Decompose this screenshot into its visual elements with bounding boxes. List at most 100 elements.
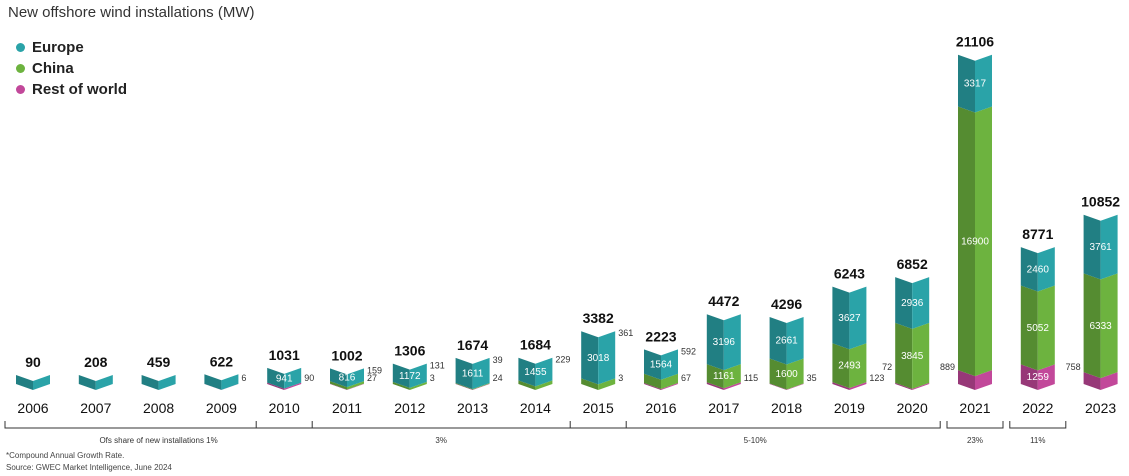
total-label-2009: 622 <box>210 353 234 369</box>
total-label-2011: 1002 <box>331 347 362 363</box>
data-label-china-2013: 39 <box>493 355 503 365</box>
bar-segment-europe-2017-right <box>723 314 741 371</box>
x-tick-label-2016: 2016 <box>645 400 676 416</box>
data-label-europe-2019: 3627 <box>838 313 861 324</box>
share-bracket-1 <box>255 421 627 429</box>
bar-segment-rest-of-world-2021-left <box>958 370 975 390</box>
data-label-europe-2011: 816 <box>339 373 356 384</box>
data-label-europe-2012: 1172 <box>399 371 421 382</box>
bar-segment-europe-2022-left <box>1020 247 1038 292</box>
bar-segment-china-2019-right <box>849 343 867 389</box>
chart-title: New offshore wind installations (MW) <box>8 4 255 21</box>
data-label-china-2017: 1161 <box>713 371 735 382</box>
bar-segment-rest-of-world-2009-left <box>204 383 222 390</box>
data-label-china-2019: 2493 <box>838 361 861 372</box>
bar-segment-rest-of-world-2009-right <box>221 383 239 390</box>
total-label-2023: 10852 <box>1081 194 1120 210</box>
bar-segment-europe-2017-left <box>706 314 724 371</box>
bar-segment-china-2021-right <box>975 106 992 377</box>
bar-segment-rest-of-world-2012-left <box>392 383 410 390</box>
total-label-2017: 4472 <box>708 293 739 309</box>
bar-segment-europe-2013-right <box>472 357 490 390</box>
share-label-2: 5-10% <box>744 436 767 445</box>
total-label-2008: 459 <box>147 354 171 370</box>
bar-segment-europe-2010-right <box>284 367 302 389</box>
bar-segment-europe-2009-right <box>221 374 239 390</box>
total-label-2013: 1674 <box>457 337 488 353</box>
data-label-china-2021: 16900 <box>961 236 989 247</box>
legend-swatch-europe <box>16 43 25 52</box>
legend-swatch-rest-of-world <box>16 85 25 94</box>
data-label-rest-of-world-2021: 889 <box>940 362 955 372</box>
data-label-europe-2022: 2460 <box>1027 264 1050 275</box>
bar-segment-china-2021-left <box>958 106 975 377</box>
bar-segment-europe-2011-right <box>347 368 364 388</box>
data-label-china-2018: 1600 <box>775 369 798 380</box>
share-label-4: 11% <box>1030 436 1045 445</box>
data-label-europe-2017: 3196 <box>713 337 736 348</box>
data-label-china-2023: 6333 <box>1089 321 1112 332</box>
bar-segment-europe-2020-left <box>895 277 913 329</box>
bar-segment-rest-of-world-2022-right <box>1037 364 1055 390</box>
data-label-rest-of-world-2022: 1259 <box>1027 372 1050 383</box>
bar-segment-china-2013-right <box>472 383 490 390</box>
data-label-rest-of-world-2009: 6 <box>241 373 246 383</box>
bar-segment-rest-of-world-2010-left <box>267 382 285 390</box>
bar-segment-china-2011-right <box>347 381 364 390</box>
total-label-2022: 8771 <box>1022 226 1053 242</box>
bar-segment-rest-of-world-2021-right <box>975 370 992 390</box>
x-tick-label-2014: 2014 <box>520 400 551 416</box>
bar-segment-rest-of-world-2022-left <box>1020 364 1038 390</box>
footnote-source: Source: GWEC Market Intelligence, June 2… <box>6 463 172 472</box>
bar-segment-rest-of-world-2013-left <box>455 383 473 390</box>
total-label-2019: 6243 <box>834 266 865 282</box>
bar-segment-europe-2023-right <box>1100 214 1118 280</box>
share-label-3: 23% <box>967 436 983 445</box>
data-label-europe-2023: 3761 <box>1089 242 1112 253</box>
data-label-rest-of-world-2020: 72 <box>882 362 892 372</box>
share-bracket-0 <box>4 421 313 429</box>
x-tick-label-2012: 2012 <box>394 400 425 416</box>
bar-segment-rest-of-world-2012-right <box>409 383 427 390</box>
data-label-europe-2021: 3317 <box>964 79 987 90</box>
x-tick-label-2009: 2009 <box>206 400 237 416</box>
bar-segment-china-2015-left <box>581 378 599 390</box>
share-bracket-2 <box>569 421 941 429</box>
bar-segment-europe-2007-right <box>95 375 113 390</box>
bar-segment-china-2014-left <box>518 380 536 390</box>
bar-segment-rest-of-world-2016-left <box>644 382 661 390</box>
total-label-2018: 4296 <box>771 296 802 312</box>
bar-segment-rest-of-world-2019-left <box>832 382 850 390</box>
bar-segment-rest-of-world-2019-right <box>849 382 867 390</box>
bar-segment-europe-2023-left <box>1083 214 1101 280</box>
total-label-2020: 6852 <box>897 256 928 272</box>
bar-segment-europe-2008-right <box>158 375 176 390</box>
x-tick-label-2020: 2020 <box>897 400 928 416</box>
bar-segment-china-2020-left <box>895 322 913 389</box>
bar-segment-europe-2008-left <box>141 375 159 390</box>
bar-segment-china-2018-right <box>786 358 804 390</box>
bar-segment-china-2011-left <box>330 381 347 390</box>
bar-segment-china-2019-left <box>832 343 850 389</box>
x-tick-label-2007: 2007 <box>80 400 111 416</box>
bar-segment-china-2022-left <box>1020 285 1038 371</box>
x-tick-label-2019: 2019 <box>834 400 865 416</box>
x-tick-label-2022: 2022 <box>1022 400 1053 416</box>
bar-segment-europe-2012-right <box>409 363 427 388</box>
data-label-rest-of-world-2023: 758 <box>1066 362 1081 372</box>
bar-segment-rest-of-world-2016-right <box>661 382 678 390</box>
x-tick-label-2011: 2011 <box>332 400 362 416</box>
share-bracket-4 <box>1009 421 1067 429</box>
legend-item-europe: Europe <box>16 37 127 58</box>
bar-segment-rest-of-world-2023-right <box>1100 372 1118 390</box>
bar-segment-china-2016-left <box>644 373 661 389</box>
bar-segment-europe-2014-right <box>535 357 553 387</box>
total-label-2006: 90 <box>25 354 41 370</box>
bar-segment-europe-2015-right <box>598 331 616 385</box>
bar-segment-europe-2016-right <box>661 349 678 380</box>
bar-segment-china-2013-left <box>455 383 473 390</box>
data-label-rest-of-world-2019: 123 <box>869 373 884 383</box>
bar-segment-rest-of-world-2015-left <box>581 383 599 390</box>
bar-segment-europe-2020-right <box>912 277 930 329</box>
bar-segment-rest-of-world-2020-right <box>912 382 930 390</box>
